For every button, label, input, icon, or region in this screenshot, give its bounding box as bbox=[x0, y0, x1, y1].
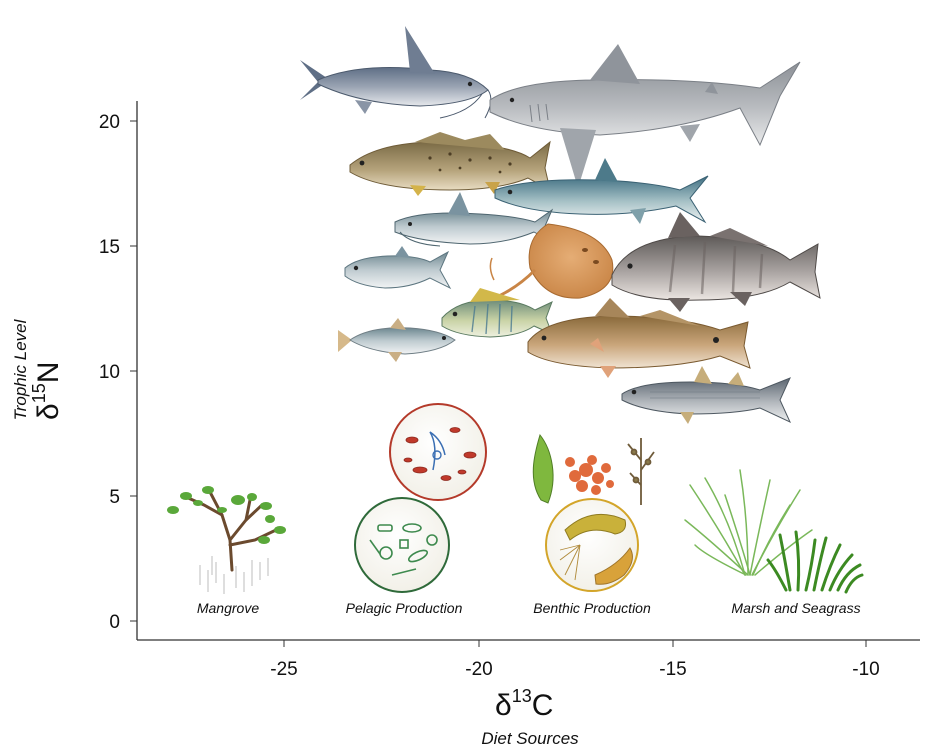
x-delta-symbol: δ bbox=[495, 689, 512, 722]
y-tick-label: 20 bbox=[99, 112, 120, 133]
diet-source-label: Mangrove bbox=[197, 600, 259, 616]
axes: 0 5 10 15 20 -25 -20 -15 -10 bbox=[99, 101, 920, 680]
diet-source-label: Pelagic Production bbox=[346, 600, 463, 616]
red-algae bbox=[565, 455, 614, 495]
brown-algae bbox=[627, 438, 655, 505]
svg-text:δ15N: δ15N bbox=[29, 362, 65, 420]
black-drum-illustration bbox=[611, 212, 821, 312]
y-element: N bbox=[32, 362, 65, 384]
pelagic-production-illustration bbox=[354, 403, 487, 593]
y-axis-caption: Trophic Level bbox=[11, 318, 30, 420]
gafftopsail-catfish-illustration bbox=[394, 192, 554, 247]
x-axis-caption: Diet Sources bbox=[481, 729, 579, 748]
menhaden-illustration bbox=[344, 246, 452, 290]
mangrove-illustration bbox=[167, 486, 286, 594]
marsh-seagrass-illustration bbox=[684, 469, 864, 594]
benthic-production-illustration bbox=[532, 433, 655, 592]
benthic-diatom-circle bbox=[545, 498, 639, 592]
diet-source-label: Marsh and Seagrass bbox=[731, 600, 860, 616]
y-tick-label: 0 bbox=[109, 612, 120, 633]
y-delta-symbol: δ bbox=[32, 403, 65, 420]
x-element: C bbox=[532, 689, 554, 722]
diet-source-label: Benthic Production bbox=[533, 600, 651, 616]
red-drum-illustration bbox=[527, 298, 751, 378]
shark-illustration bbox=[489, 44, 801, 188]
phytoplankton-circle bbox=[354, 497, 450, 593]
anchovy-illustration bbox=[338, 318, 456, 362]
y-tick-label: 5 bbox=[109, 487, 120, 508]
y-tick-label: 15 bbox=[99, 237, 120, 258]
x-tick-label: -10 bbox=[852, 659, 879, 680]
mullet-illustration bbox=[621, 366, 792, 424]
svg-text:δ13C: δ13C bbox=[495, 686, 553, 722]
seatrout-illustration bbox=[349, 132, 551, 196]
y-tick-label: 10 bbox=[99, 362, 120, 383]
y-isotope-mass: 15 bbox=[29, 383, 49, 403]
y-axis-title: Trophic Level δ15N bbox=[11, 318, 65, 420]
x-axis-title: δ13C Diet Sources bbox=[481, 686, 579, 748]
x-tick-label: -20 bbox=[465, 659, 492, 680]
x-isotope-mass: 13 bbox=[512, 686, 532, 706]
zooplankton-circle bbox=[389, 403, 487, 501]
x-tick-label: -25 bbox=[270, 659, 297, 680]
green-algae bbox=[532, 433, 554, 504]
ladyfish-illustration bbox=[494, 158, 709, 224]
catfish-illustration bbox=[300, 26, 492, 119]
pinfish-illustration bbox=[441, 288, 553, 338]
x-tick-label: -15 bbox=[659, 659, 686, 680]
